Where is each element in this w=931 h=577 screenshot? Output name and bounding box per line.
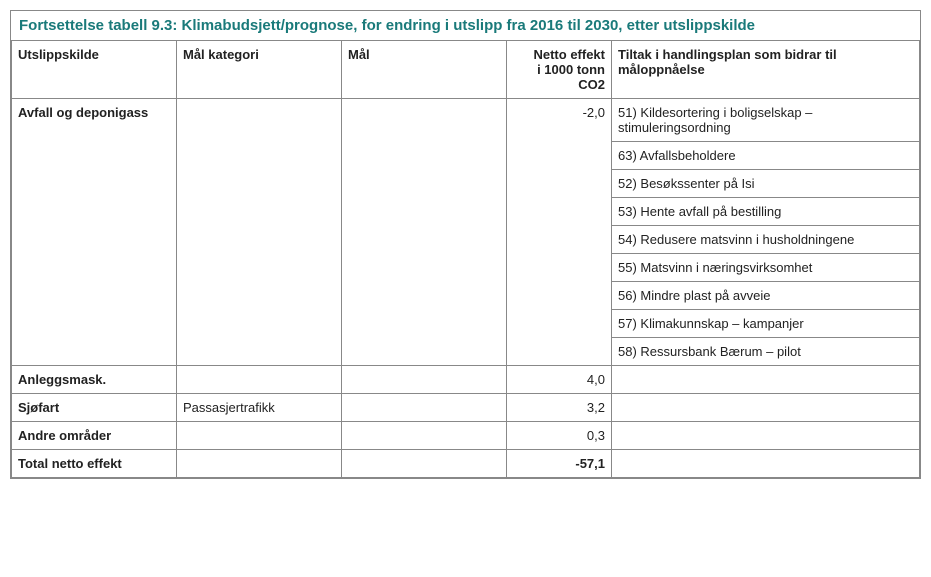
cell-avfall-kategori [177,99,342,366]
table-container: Fortsettelse tabell 9.3: Klimabudsjett/p… [10,10,921,479]
cell-andre-label: Andre områder [12,422,177,450]
cell-anlegg-value: 4,0 [507,366,612,394]
cell-avfall-tiltak-3: 53) Hente avfall på bestilling [612,198,920,226]
cell-anlegg-mal [342,366,507,394]
cell-andre-kategori [177,422,342,450]
row-anlegg: Anleggsmask. 4,0 [12,366,920,394]
cell-avfall-tiltak-7: 57) Klimakunnskap – kampanjer [612,310,920,338]
col-tiltak-line2: måloppnåelse [618,62,705,77]
col-netto-line2: i 1000 tonn [537,62,605,77]
cell-anlegg-kategori [177,366,342,394]
cell-anlegg-label: Anleggsmask. [12,366,177,394]
cell-anlegg-tiltak [612,366,920,394]
cell-sjofart-mal [342,394,507,422]
cell-sjofart-kategori: Passasjertrafikk [177,394,342,422]
col-utslippskilde: Utslippskilde [12,41,177,99]
row-andre: Andre områder 0,3 [12,422,920,450]
cell-total-kategori [177,450,342,478]
cell-avfall-value: -2,0 [507,99,612,366]
col-mal: Mål [342,41,507,99]
row-total: Total netto effekt -57,1 [12,450,920,478]
col-mal-kategori: Mål kategori [177,41,342,99]
cell-avfall-tiltak-4: 54) Redusere matsvinn i husholdningene [612,226,920,254]
cell-avfall-tiltak-2: 52) Besøkssenter på Isi [612,170,920,198]
cell-avfall-tiltak-1: 63) Avfallsbeholdere [612,142,920,170]
cell-sjofart-label: Sjøfart [12,394,177,422]
cell-avfall-tiltak-6: 56) Mindre plast på avveie [612,282,920,310]
cell-avfall-tiltak-0: 51) Kildesortering i boligselskap – stim… [612,99,920,142]
cell-total-value: -57,1 [507,450,612,478]
cell-total-tiltak [612,450,920,478]
cell-total-label: Total netto effekt [12,450,177,478]
col-netto-line1: Netto effekt [533,47,605,62]
cell-avfall-mal [342,99,507,366]
cell-sjofart-tiltak [612,394,920,422]
cell-andre-tiltak [612,422,920,450]
row-sjofart: Sjøfart Passasjertrafikk 3,2 [12,394,920,422]
col-netto-effekt: Netto effekt i 1000 tonn CO2 [507,41,612,99]
cell-total-mal [342,450,507,478]
col-tiltak-line1: Tiltak i handlingsplan som bidrar til [618,47,837,62]
cell-avfall-label: Avfall og deponigass [12,99,177,366]
row-avfall-0: Avfall og deponigass -2,0 51) Kildesorte… [12,99,920,142]
climate-table: Utslippskilde Mål kategori Mål Netto eff… [11,41,920,478]
cell-avfall-tiltak-8: 58) Ressursbank Bærum – pilot [612,338,920,366]
cell-avfall-tiltak-5: 55) Matsvinn i næringsvirksomhet [612,254,920,282]
cell-andre-value: 0,3 [507,422,612,450]
cell-sjofart-value: 3,2 [507,394,612,422]
table-title: Fortsettelse tabell 9.3: Klimabudsjett/p… [11,11,920,41]
col-netto-line3: CO2 [578,77,605,92]
col-tiltak: Tiltak i handlingsplan som bidrar til må… [612,41,920,99]
cell-andre-mal [342,422,507,450]
header-row: Utslippskilde Mål kategori Mål Netto eff… [12,41,920,99]
